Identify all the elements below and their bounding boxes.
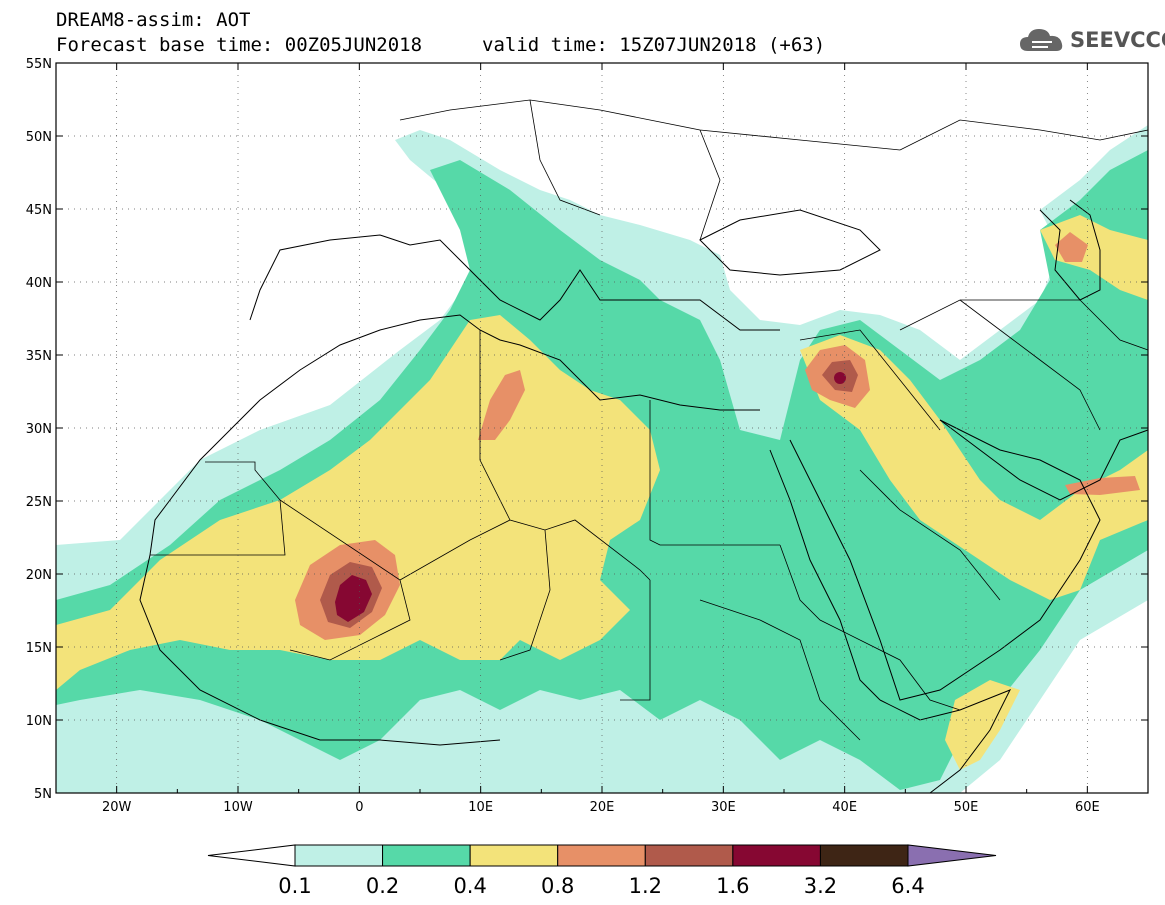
border-line	[150, 461, 286, 556]
border-line	[799, 329, 941, 431]
arabia-coast	[789, 419, 1101, 701]
colorbar-swatch	[644, 844, 734, 867]
colorbar-label: 0.4	[453, 874, 486, 898]
lat-tick-label: 25N	[26, 495, 52, 510]
latitude-ticks: 55N 50N 45N 40N 35N 30N 25N 20N 15N 10N 5N	[26, 57, 1148, 802]
lat-tick-label: 15N	[26, 641, 52, 656]
colorbar-label: 0.1	[278, 874, 311, 898]
border-line	[959, 299, 1101, 431]
lat-tick-label: 50N	[26, 130, 52, 145]
colorbar-label: 1.6	[716, 874, 749, 898]
colorbar-label: 3.2	[804, 874, 837, 898]
border-line	[859, 639, 961, 711]
aot-band-0.8-libya	[478, 370, 525, 440]
valid-time: valid time: 15Z07JUN2018 (+63)	[482, 34, 826, 56]
lat-tick-label: 10N	[26, 714, 52, 729]
lat-tick-label: 55N	[26, 57, 52, 72]
logo-text: SEEVCCC	[1070, 28, 1165, 52]
border-line	[279, 499, 411, 661]
longitude-ticks: 20W 10W 0 10E 20E 30E 40E 50E 60E	[55, 63, 1149, 815]
lon-tick-label: 10E	[468, 800, 493, 815]
border-line	[499, 529, 551, 661]
colorbar-swatch	[819, 844, 909, 867]
colorbar: 0.1 0.2 0.4 0.8 1.2 1.6 3.2 6.4	[207, 844, 997, 898]
colorbar-lower-arrow	[207, 844, 296, 867]
lon-tick-label: 10W	[223, 800, 253, 815]
border-line	[699, 599, 861, 741]
lat-tick-label: 30N	[26, 422, 52, 437]
aot-band-0.8-gulf	[1065, 476, 1140, 495]
lat-tick-label: 40N	[26, 276, 52, 291]
lon-tick-label: 50E	[954, 800, 979, 815]
aot-band-1.6-sahel	[335, 575, 372, 622]
forecast-base-time: Forecast base time: 00Z05JUN2018	[56, 34, 423, 56]
coastlines	[139, 199, 1148, 793]
lat-tick-label: 35N	[26, 349, 52, 364]
colorbar-label: 0.8	[541, 874, 574, 898]
europe-coast	[249, 234, 780, 331]
colorbar-swatch	[382, 844, 471, 867]
lon-tick-label: 0	[355, 800, 363, 815]
border-line	[399, 99, 901, 151]
seevccc-logo: SEEVCCC	[1018, 24, 1165, 56]
lon-tick-label: 20E	[590, 800, 615, 815]
persian-gulf-coast	[939, 419, 1148, 501]
aot-band-0.4-horn	[945, 680, 1020, 770]
border-line	[529, 99, 601, 216]
border-line	[859, 469, 1001, 601]
colorbar-upper-arrow	[907, 844, 997, 867]
border-line	[399, 519, 511, 581]
aot-band-0.8-caspian	[1055, 232, 1088, 262]
lat-tick-label: 20N	[26, 568, 52, 583]
north-africa-coast	[149, 314, 760, 556]
colorbar-swatch	[294, 844, 384, 867]
border-line	[649, 400, 780, 546]
border-line	[620, 580, 651, 701]
border-line	[779, 544, 861, 641]
lon-tick-label: 20W	[102, 800, 132, 815]
aot-band-1.6-iraq	[834, 372, 846, 384]
colorbar-swatch	[469, 844, 559, 867]
colorbar-label: 1.2	[629, 874, 662, 898]
colorbar-label: 6.4	[891, 874, 924, 898]
graticule	[56, 63, 1148, 793]
border-line	[699, 129, 721, 241]
colorbar-label: 0.2	[366, 874, 399, 898]
border-line	[899, 299, 1148, 351]
lon-tick-label: 40E	[832, 800, 857, 815]
red-sea-coast	[769, 449, 881, 701]
country-borders	[150, 99, 1148, 741]
colorbar-swatch	[557, 844, 646, 867]
map-title: DREAM8-assim: AOT	[56, 9, 251, 31]
cloud-icon	[1020, 29, 1063, 51]
colorbar-swatch	[732, 844, 821, 867]
aot-band-0.4-mideast	[800, 335, 1148, 600]
lat-tick-label: 45N	[26, 203, 52, 218]
lat-tick-label: 5N	[34, 787, 52, 802]
lon-tick-label: 30E	[711, 800, 736, 815]
border-line	[899, 119, 1148, 151]
lon-tick-label: 60E	[1075, 800, 1100, 815]
caspian-coast	[1039, 199, 1101, 301]
black-sea-coast	[699, 209, 881, 276]
